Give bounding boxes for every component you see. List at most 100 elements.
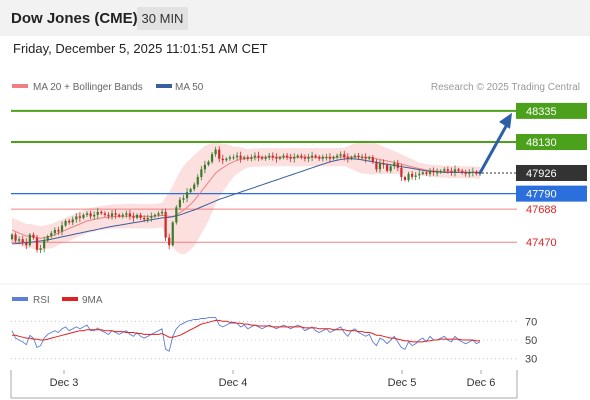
candle [350,157,353,159]
candle [114,213,117,215]
forecast-arrow-shaft [478,119,511,175]
rsi-line [11,317,481,352]
candle [278,157,282,159]
candle [364,157,367,159]
candle [396,163,399,168]
level-label-47926: 47926 [526,168,557,180]
level-label-47688: 47688 [526,204,557,216]
legend-label-ma20: MA 20 + Bollinger Bands [33,82,143,93]
candle [346,157,349,159]
candle [103,213,106,215]
candle [418,173,421,176]
level-box-47926 [516,164,587,181]
level-label-47790: 47790 [526,189,557,201]
candle [68,220,71,223]
candle [185,192,189,199]
candle [328,157,332,159]
candle [75,216,78,220]
level-label-48335: 48335 [526,106,557,118]
candle [25,242,28,246]
candle [389,166,392,171]
candle [382,163,385,165]
candle [118,214,121,217]
candle [128,213,132,217]
candle [250,157,253,159]
candle [368,157,371,159]
candle [443,169,446,171]
candle [375,161,378,170]
candle [400,167,403,177]
candle [318,157,321,159]
candle [260,157,264,159]
candle [432,170,435,173]
candle [89,213,92,217]
legend-label-9ma: 9MA [82,295,103,306]
x-tick-label: Dec 5 [388,377,417,389]
rsi-tick-label: 30 [525,354,537,366]
candle [275,157,278,159]
candle [157,213,160,215]
candle [78,216,81,218]
candle [135,214,139,218]
candle [21,239,24,243]
x-tick-label: Dec 4 [219,377,248,389]
candle [235,155,239,158]
rsi-ma-line [12,319,480,343]
candle [50,233,53,237]
candle [203,164,207,170]
candle [414,175,417,177]
candle [293,157,296,159]
candle [453,169,457,173]
candle [332,157,335,159]
candle [207,161,210,165]
candle [150,216,153,218]
forecast-arrow-head [499,112,512,129]
level-box-47790 [516,185,587,202]
ma50-line [12,158,480,245]
level-box-48335 [516,102,587,119]
candle [386,164,389,171]
candle [193,184,196,190]
candle [343,154,346,158]
candle [228,157,232,159]
candle [282,155,285,158]
candle [450,170,453,173]
ma20-line [11,156,480,239]
candle [411,173,414,177]
candle [218,149,221,159]
candle [96,211,99,215]
candle [107,214,110,217]
candle [289,157,292,159]
candle [232,157,235,159]
candle [360,157,364,159]
candle [393,163,396,167]
candle [264,157,267,159]
candle [464,172,467,174]
candle [475,171,478,174]
legend-label-rsi: RSI [33,295,50,306]
x-tick-label: Dec 6 [467,377,496,389]
candle [18,239,21,241]
candle [246,157,249,159]
candle [471,171,474,173]
candle [214,149,217,155]
candle [10,234,14,240]
bollinger-band [12,140,480,255]
candle [175,207,178,223]
candle [57,230,60,232]
candle [200,169,203,177]
candle [121,214,124,217]
timeframe-button[interactable]: 30 MIN [137,7,188,30]
level-box-48130 [516,134,587,151]
level-label-47470: 47470 [526,237,557,249]
candle [271,155,274,158]
candle [225,158,228,161]
candle [189,189,192,193]
candle [339,154,342,156]
candle [14,234,17,241]
candle [314,155,317,158]
legend-swatch-rsi [12,297,28,301]
candle [428,170,432,174]
candle [253,155,257,158]
